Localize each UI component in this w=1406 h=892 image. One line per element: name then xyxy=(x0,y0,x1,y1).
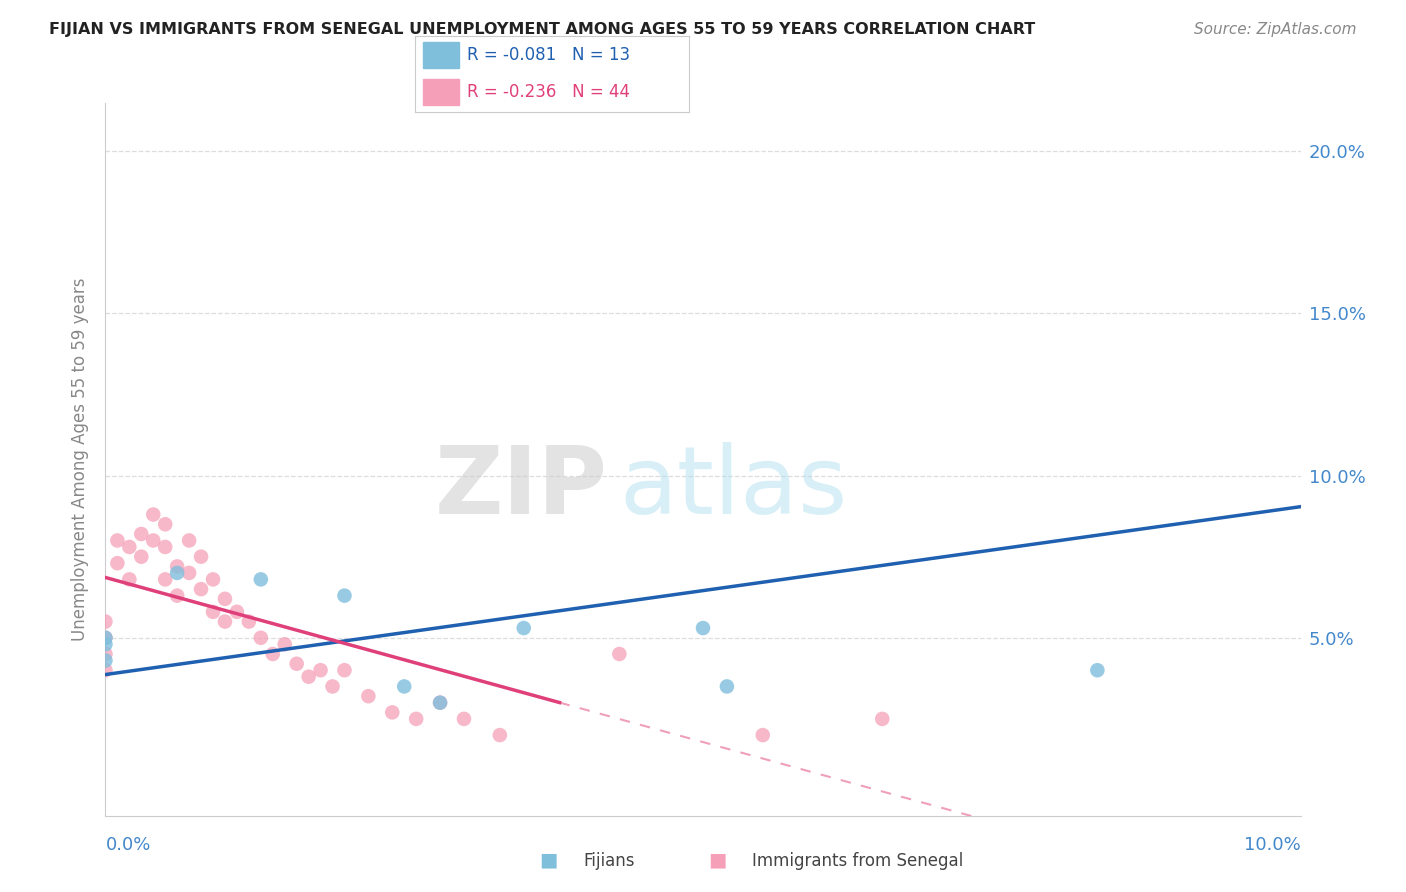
Text: ■: ■ xyxy=(538,851,558,870)
Point xyxy=(716,680,738,694)
Point xyxy=(107,556,129,570)
Point xyxy=(94,663,117,677)
Point xyxy=(321,680,344,694)
Point xyxy=(285,657,308,671)
Point xyxy=(309,663,332,677)
Point xyxy=(405,712,427,726)
Point xyxy=(394,680,416,694)
Point xyxy=(190,582,212,596)
Point xyxy=(489,728,512,742)
Point xyxy=(166,566,188,580)
Text: R = -0.236   N = 44: R = -0.236 N = 44 xyxy=(467,83,630,101)
Point xyxy=(166,559,188,574)
Point xyxy=(357,689,380,703)
Point xyxy=(429,696,451,710)
Point xyxy=(94,615,117,629)
Point xyxy=(94,647,117,661)
Point xyxy=(142,533,165,548)
Point xyxy=(513,621,536,635)
Point xyxy=(250,573,273,587)
Point xyxy=(177,533,201,548)
Point xyxy=(214,615,236,629)
Point xyxy=(202,573,225,587)
Point xyxy=(453,712,475,726)
Text: 0.0%: 0.0% xyxy=(105,836,150,854)
Bar xyxy=(423,42,458,69)
Point xyxy=(155,540,177,554)
Point xyxy=(118,573,141,587)
Point xyxy=(429,696,451,710)
Point xyxy=(155,573,177,587)
Text: Immigrants from Senegal: Immigrants from Senegal xyxy=(752,852,963,870)
Point xyxy=(238,615,260,629)
Point xyxy=(225,605,249,619)
Text: ZIP: ZIP xyxy=(434,442,607,534)
Point xyxy=(692,621,714,635)
Text: Source: ZipAtlas.com: Source: ZipAtlas.com xyxy=(1194,22,1357,37)
Y-axis label: Unemployment Among Ages 55 to 59 years: Unemployment Among Ages 55 to 59 years xyxy=(70,277,89,641)
Point xyxy=(94,631,117,645)
Text: R = -0.081   N = 13: R = -0.081 N = 13 xyxy=(467,46,630,64)
Point xyxy=(607,647,630,661)
Point xyxy=(1087,663,1109,677)
Text: FIJIAN VS IMMIGRANTS FROM SENEGAL UNEMPLOYMENT AMONG AGES 55 TO 59 YEARS CORRELA: FIJIAN VS IMMIGRANTS FROM SENEGAL UNEMPL… xyxy=(49,22,1035,37)
Point xyxy=(202,605,225,619)
Point xyxy=(94,637,117,651)
Point xyxy=(107,533,129,548)
Text: atlas: atlas xyxy=(619,442,848,534)
Bar xyxy=(423,78,458,105)
Point xyxy=(155,517,177,532)
Point xyxy=(381,706,404,720)
Point xyxy=(118,540,141,554)
Point xyxy=(142,508,165,522)
Point xyxy=(94,653,117,667)
Point xyxy=(333,589,356,603)
Text: Fijians: Fijians xyxy=(583,852,636,870)
Point xyxy=(166,589,188,603)
Point xyxy=(751,728,773,742)
Point xyxy=(273,637,295,651)
Point xyxy=(872,712,894,726)
Point xyxy=(129,527,153,541)
Point xyxy=(177,566,201,580)
Point xyxy=(214,591,236,606)
Point xyxy=(129,549,153,564)
Point xyxy=(298,670,321,684)
Point xyxy=(250,631,273,645)
Point xyxy=(333,663,356,677)
Text: ■: ■ xyxy=(707,851,727,870)
Point xyxy=(262,647,284,661)
Point xyxy=(190,549,212,564)
Text: 10.0%: 10.0% xyxy=(1244,836,1301,854)
Point xyxy=(94,631,117,645)
